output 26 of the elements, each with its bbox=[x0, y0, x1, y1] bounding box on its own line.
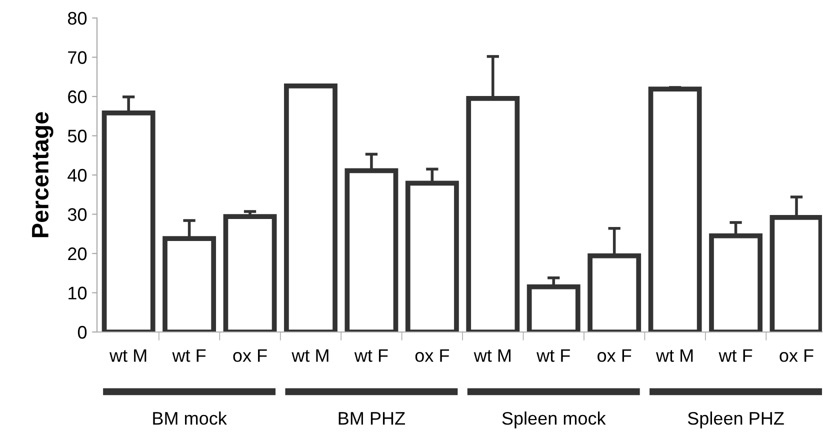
x-tick-label: wt F bbox=[718, 349, 752, 362]
y-tick-label: 60 bbox=[68, 90, 87, 104]
y-tick-label: 10 bbox=[68, 286, 87, 300]
x-tick-label: ox F bbox=[233, 349, 267, 362]
x-tick-label: wt M bbox=[292, 349, 328, 362]
y-tick-label: 80 bbox=[68, 12, 87, 25]
x-tick-label: wt F bbox=[536, 349, 570, 362]
text: Spleen mock bbox=[502, 412, 606, 428]
y-tick-label: 40 bbox=[68, 168, 87, 182]
text: BM PHZ bbox=[338, 412, 405, 425]
x-tick-label: wt M bbox=[109, 349, 146, 362]
y-tick-label: 70 bbox=[68, 51, 87, 64]
x-tick-label: wt M bbox=[656, 349, 693, 362]
x-tick-label: ox F bbox=[780, 349, 814, 362]
y-tick-label: 50 bbox=[68, 130, 87, 142]
x-tick-label: ox F bbox=[415, 349, 450, 362]
text: BM mock bbox=[153, 412, 227, 425]
y-tick-label: 30 bbox=[68, 208, 87, 221]
y-tick-label: 0 bbox=[78, 326, 87, 339]
x-tick-label: wt M bbox=[474, 349, 510, 362]
x-tick-label: ox F bbox=[598, 349, 632, 362]
text: Spleen PHZ bbox=[688, 412, 784, 428]
y-axis-title: Percentage bbox=[32, 112, 54, 238]
y-tick-label: 20 bbox=[68, 247, 87, 260]
x-tick-label: wt F bbox=[354, 349, 388, 362]
x-tick-label: wt F bbox=[172, 349, 206, 362]
